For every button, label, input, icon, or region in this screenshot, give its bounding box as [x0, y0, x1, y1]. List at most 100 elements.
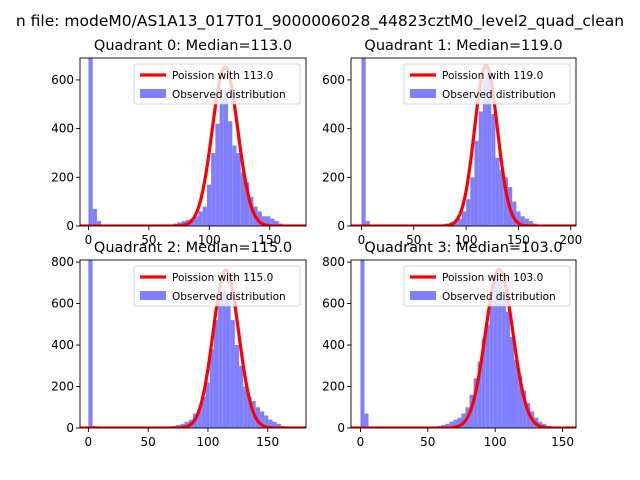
plot-area [351, 58, 576, 226]
x-tick-label: 100 [484, 435, 507, 449]
histogram-bar [485, 324, 490, 428]
histogram-bar [364, 413, 369, 428]
histogram-bar [499, 170, 504, 226]
legend-box [403, 265, 571, 307]
histogram-bar [264, 415, 269, 428]
histogram-bar [478, 111, 483, 226]
histogram-bar [365, 221, 370, 226]
histogram-bar [88, 58, 93, 226]
subplot-grid: 0 200 400 600 0 50 100 150 Quadrant 0: Median=11… [51, 38, 582, 449]
legend-label-poisson: Poission with 103.0 [442, 272, 543, 284]
histogram-bar [244, 182, 250, 226]
legend-box [133, 265, 301, 307]
histogram-bar [240, 172, 245, 226]
subplot-title: Quadrant 0: Median=113.0 [94, 38, 292, 54]
x-tick-label: 0 [358, 233, 366, 247]
legend-label-poisson: Poission with 115.0 [172, 272, 273, 284]
legend-box [133, 63, 301, 105]
histogram-bar [470, 177, 475, 226]
legend: Poission with 119.0 Observed distribution [403, 63, 571, 105]
histogram-bar [493, 278, 498, 428]
histogram-bar [453, 419, 458, 428]
y-tick-label: 200 [51, 380, 74, 394]
histogram-bar [255, 407, 260, 428]
histogram-bar [228, 121, 233, 226]
y-tick-label: 0 [337, 219, 345, 233]
axes-frame [350, 259, 577, 429]
y-tick-label: 0 [66, 421, 74, 435]
histogram-bar [243, 386, 248, 428]
histogram-bar [226, 295, 231, 428]
poisson-curve [80, 268, 306, 428]
histogram-bar [268, 419, 273, 428]
subplot-quadrant-2: 0 200 400 600 800 0 50 100 150 Quadrant 2: Median… [51, 240, 307, 449]
plot-area [351, 260, 576, 428]
x-tick-label: 150 [551, 435, 574, 449]
x-tick-label: 100 [196, 435, 219, 449]
histogram-bar [503, 177, 508, 226]
histogram-bar [261, 216, 267, 226]
histogram-bar [276, 423, 281, 428]
figure-suptitle: n file: modeM0/AS1A13_017T01_9000006028_… [16, 12, 624, 31]
histogram-bar [528, 221, 534, 226]
histogram-bar [234, 345, 240, 428]
histogram-bar [509, 336, 515, 428]
histogram-bar [487, 70, 492, 226]
histogram-bar [445, 423, 450, 428]
legend-label-observed: Observed distribution [172, 291, 286, 303]
subplot-quadrant-0: 0 200 400 600 0 50 100 150 Quadrant 0: Median=11… [51, 38, 307, 247]
axes-frame [79, 57, 307, 227]
histogram-bar [457, 218, 462, 226]
y-tick-label: 200 [322, 170, 345, 184]
histogram-bar [247, 396, 252, 428]
poisson-curve [351, 267, 576, 428]
histogram-bar [211, 152, 216, 226]
histogram-bar [215, 123, 220, 226]
y-tick-label: 0 [337, 421, 345, 435]
histogram-bar [202, 206, 207, 226]
histogram-bar [466, 199, 471, 226]
x-tick-label: 0 [85, 435, 93, 449]
subplot-title: Quadrant 1: Median=119.0 [364, 38, 562, 54]
x-tick-label: 0 [357, 435, 365, 449]
histogram-bar [272, 421, 277, 428]
histogram-bar [88, 260, 93, 428]
y-tick-label: 600 [51, 73, 74, 87]
x-tick-label: 150 [256, 435, 279, 449]
histogram-bar [92, 208, 97, 226]
histogram-bar [505, 311, 510, 428]
legend-bar-swatch [410, 89, 436, 98]
histogram-bar [209, 349, 214, 428]
legend-label-observed: Observed distribution [172, 89, 286, 101]
histogram-bar [257, 211, 262, 226]
histogram-bar [495, 157, 500, 226]
legend-bar-swatch [140, 89, 166, 98]
histogram-bar [274, 221, 279, 226]
y-tick-label: 400 [51, 122, 74, 136]
histogram-bar [230, 320, 235, 428]
histogram-bar [477, 361, 482, 428]
histogram-bar [232, 145, 237, 226]
histogram-bar [360, 260, 365, 428]
y-tick-label: 600 [322, 73, 345, 87]
x-tick-label: 200 [559, 233, 582, 247]
poisson-curve [351, 63, 576, 226]
histogram-bar [270, 218, 275, 226]
axes-frame [79, 259, 307, 429]
x-tick-label: 50 [141, 233, 156, 247]
histogram-bar [481, 338, 486, 428]
histogram-bar [449, 421, 454, 428]
y-tick-label: 800 [51, 255, 74, 269]
histogram-bar [514, 359, 519, 428]
plot-area [80, 260, 306, 428]
histogram-bar [524, 218, 529, 226]
histogram-bar [218, 299, 223, 428]
legend-label-observed: Observed distribution [442, 291, 556, 303]
histogram-bar [457, 417, 462, 428]
histogram-bar [361, 58, 366, 226]
legend: Poission with 115.0 Observed distribution [133, 265, 301, 307]
y-tick-label: 400 [51, 338, 74, 352]
histogram-bar [206, 184, 212, 226]
subplot-quadrant-3: 0 200 400 600 800 0 50 100 150 Quadrant 3: Median… [322, 240, 577, 449]
